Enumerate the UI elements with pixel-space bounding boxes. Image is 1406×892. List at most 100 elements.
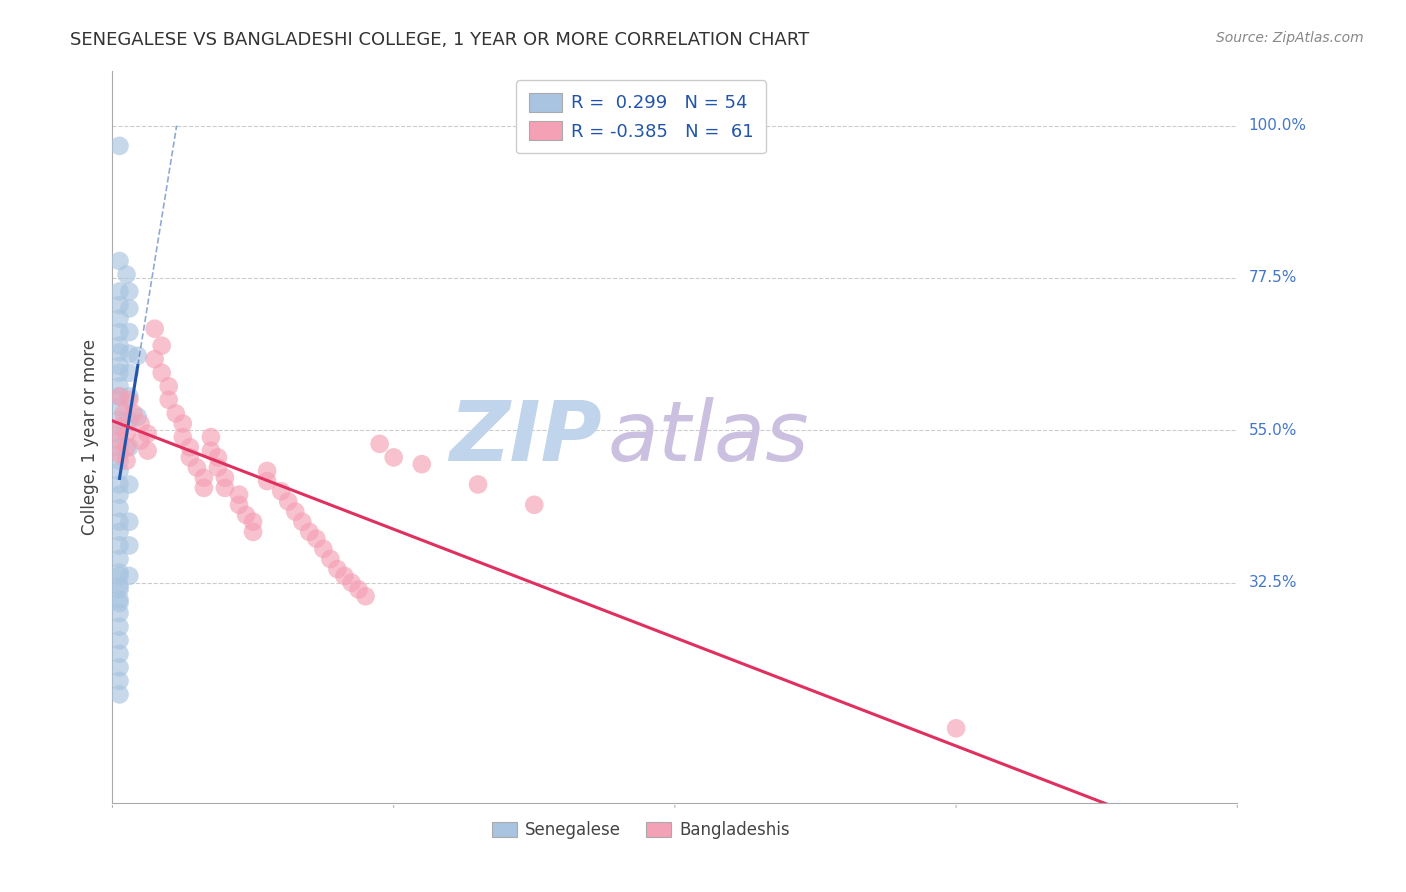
Point [108, 420, 131, 434]
Point [150, 366, 173, 380]
Text: atlas: atlas [607, 397, 808, 477]
Point [354, 589, 377, 603]
Point [118, 477, 141, 491]
Point [118, 325, 141, 339]
Point [179, 450, 201, 465]
Point [382, 450, 405, 465]
Point [118, 440, 141, 454]
Point [150, 338, 173, 352]
Point [118, 389, 141, 403]
Point [115, 440, 138, 454]
Point [127, 409, 149, 424]
Point [284, 505, 307, 519]
Point [319, 552, 342, 566]
Point [118, 285, 141, 299]
Point [118, 347, 141, 361]
Point [115, 268, 138, 282]
Point [108, 579, 131, 593]
Point [228, 498, 250, 512]
Point [108, 447, 131, 461]
Point [108, 647, 131, 661]
Point [122, 406, 145, 420]
Point [118, 301, 141, 316]
Point [108, 139, 131, 153]
Point [118, 413, 141, 427]
Point [340, 575, 363, 590]
Point [157, 392, 180, 407]
Point [312, 541, 335, 556]
Point [270, 484, 292, 499]
Point [108, 325, 131, 339]
Point [118, 392, 141, 407]
Point [256, 474, 278, 488]
Text: ZIP: ZIP [449, 397, 602, 477]
Point [368, 437, 391, 451]
Point [242, 524, 264, 539]
Point [157, 379, 180, 393]
Point [467, 477, 489, 491]
Point [108, 596, 131, 610]
Y-axis label: College, 1 year or more: College, 1 year or more [80, 339, 98, 535]
Point [127, 349, 149, 363]
Point [115, 454, 138, 468]
Point [305, 532, 328, 546]
Point [108, 569, 131, 583]
Point [207, 450, 229, 465]
Text: 77.5%: 77.5% [1249, 270, 1296, 285]
Point [165, 406, 187, 420]
Point [108, 620, 131, 634]
Point [115, 426, 138, 441]
Point [193, 481, 215, 495]
Point [108, 345, 131, 359]
Point [291, 515, 314, 529]
Point [228, 488, 250, 502]
Point [108, 538, 131, 552]
Point [333, 569, 356, 583]
Point [118, 515, 141, 529]
Point [143, 352, 166, 367]
Point [108, 434, 131, 448]
Point [179, 440, 201, 454]
Point [108, 389, 131, 403]
Point [172, 430, 194, 444]
Point [945, 721, 967, 735]
Point [108, 582, 131, 597]
Legend: Senegalese, Bangladeshis: Senegalese, Bangladeshis [485, 814, 797, 846]
Point [108, 454, 131, 468]
Point [129, 417, 152, 431]
Point [108, 359, 131, 373]
Point [118, 538, 141, 552]
Point [118, 569, 141, 583]
Point [108, 379, 131, 393]
Point [242, 515, 264, 529]
Point [108, 285, 131, 299]
Point [108, 673, 131, 688]
Point [326, 562, 349, 576]
Point [108, 515, 131, 529]
Point [193, 471, 215, 485]
Point [108, 464, 131, 478]
Point [108, 592, 131, 607]
Point [207, 460, 229, 475]
Point [200, 443, 222, 458]
Point [214, 481, 236, 495]
Point [108, 606, 131, 620]
Text: Source: ZipAtlas.com: Source: ZipAtlas.com [1216, 31, 1364, 45]
Point [277, 494, 299, 508]
Point [200, 430, 222, 444]
Point [108, 633, 131, 648]
Text: 100.0%: 100.0% [1249, 118, 1306, 133]
Point [108, 552, 131, 566]
Point [108, 298, 131, 312]
Point [143, 322, 166, 336]
Point [256, 464, 278, 478]
Point [172, 417, 194, 431]
Point [108, 524, 131, 539]
Point [523, 498, 546, 512]
Point [108, 400, 131, 414]
Point [108, 488, 131, 502]
Point [108, 426, 131, 441]
Point [108, 501, 131, 516]
Point [235, 508, 257, 522]
Point [108, 477, 131, 491]
